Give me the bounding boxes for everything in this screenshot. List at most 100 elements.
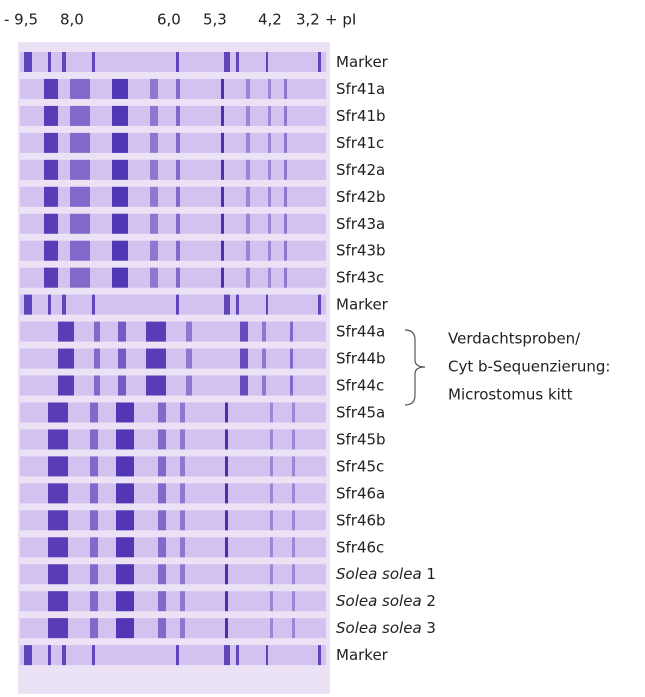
band [266, 645, 268, 665]
lane-name: Sfr43c [336, 268, 384, 286]
band [270, 456, 273, 476]
band [150, 268, 158, 288]
band [24, 52, 32, 72]
scale-label: + pI [325, 11, 356, 29]
band [70, 106, 90, 126]
band [44, 241, 58, 261]
band [158, 564, 166, 584]
band [112, 268, 128, 288]
band [180, 483, 185, 503]
band [48, 429, 68, 449]
band [270, 510, 273, 530]
band [268, 106, 271, 126]
band [292, 429, 295, 449]
band [158, 618, 166, 638]
band [146, 349, 166, 369]
lane-label: Sfr43b [336, 241, 386, 259]
band [118, 376, 126, 396]
band [58, 322, 74, 342]
band [284, 79, 287, 99]
band [221, 79, 224, 99]
band [236, 52, 239, 72]
lane-name: Sfr43a [336, 214, 385, 232]
band [150, 133, 158, 153]
band [270, 618, 273, 638]
band [146, 376, 166, 396]
lane-name: Sfr42a [336, 160, 385, 178]
band [180, 456, 185, 476]
lane-name: Solea solea [336, 565, 422, 583]
lane-name: Sfr44c [336, 376, 384, 394]
band [176, 268, 180, 288]
scale-label: 4,2 [258, 11, 282, 29]
band [292, 483, 295, 503]
band [176, 79, 180, 99]
lane-label: Marker [336, 53, 389, 71]
band [176, 160, 180, 180]
lane-name: Sfr41b [336, 106, 386, 124]
band [262, 349, 266, 369]
lane-name: Solea solea [336, 592, 422, 610]
lane-label: Marker [336, 646, 389, 664]
band [180, 402, 185, 422]
band [284, 160, 287, 180]
band [266, 295, 268, 315]
band [225, 591, 228, 611]
band [116, 510, 134, 530]
lane-name: Sfr42b [336, 187, 386, 205]
lane-label: Sfr46c [336, 538, 384, 556]
band [90, 429, 98, 449]
band [221, 241, 224, 261]
band [290, 322, 293, 342]
band [266, 52, 268, 72]
lane-number: 1 [426, 565, 436, 583]
band [225, 618, 228, 638]
band [158, 402, 166, 422]
band [176, 106, 180, 126]
band [62, 295, 66, 315]
lane-name: Sfr46b [336, 511, 386, 529]
band [94, 322, 100, 342]
band [180, 591, 185, 611]
band [150, 241, 158, 261]
band [224, 645, 230, 665]
band [292, 537, 295, 557]
band [116, 483, 134, 503]
band [158, 429, 166, 449]
band [116, 618, 134, 638]
band [150, 79, 158, 99]
lane-name: Solea solea [336, 619, 422, 637]
band [70, 79, 90, 99]
band [224, 52, 230, 72]
band [236, 645, 239, 665]
lane [20, 187, 326, 207]
bracket [405, 330, 425, 405]
lane-name: Sfr43b [336, 241, 386, 259]
band [158, 591, 166, 611]
band [268, 268, 271, 288]
band [112, 160, 128, 180]
lane-name: Sfr44a [336, 322, 385, 340]
band [70, 160, 90, 180]
band [292, 618, 295, 638]
band [90, 483, 98, 503]
band [246, 79, 250, 99]
band [48, 537, 68, 557]
band [48, 618, 68, 638]
band [112, 79, 128, 99]
band [176, 187, 180, 207]
lane-name: Sfr46c [336, 538, 384, 556]
band [92, 52, 95, 72]
band [292, 402, 295, 422]
band [225, 537, 228, 557]
band [270, 537, 273, 557]
lane-label: Sfr45b [336, 430, 386, 448]
lane-label: Sfr44b [336, 349, 386, 367]
band [292, 456, 295, 476]
lane-label: Sfr45a [336, 403, 385, 421]
scale-label: 6,0 [157, 11, 181, 29]
band [186, 349, 192, 369]
lane [20, 133, 326, 153]
band [92, 645, 95, 665]
lane-name: Sfr46a [336, 484, 385, 502]
